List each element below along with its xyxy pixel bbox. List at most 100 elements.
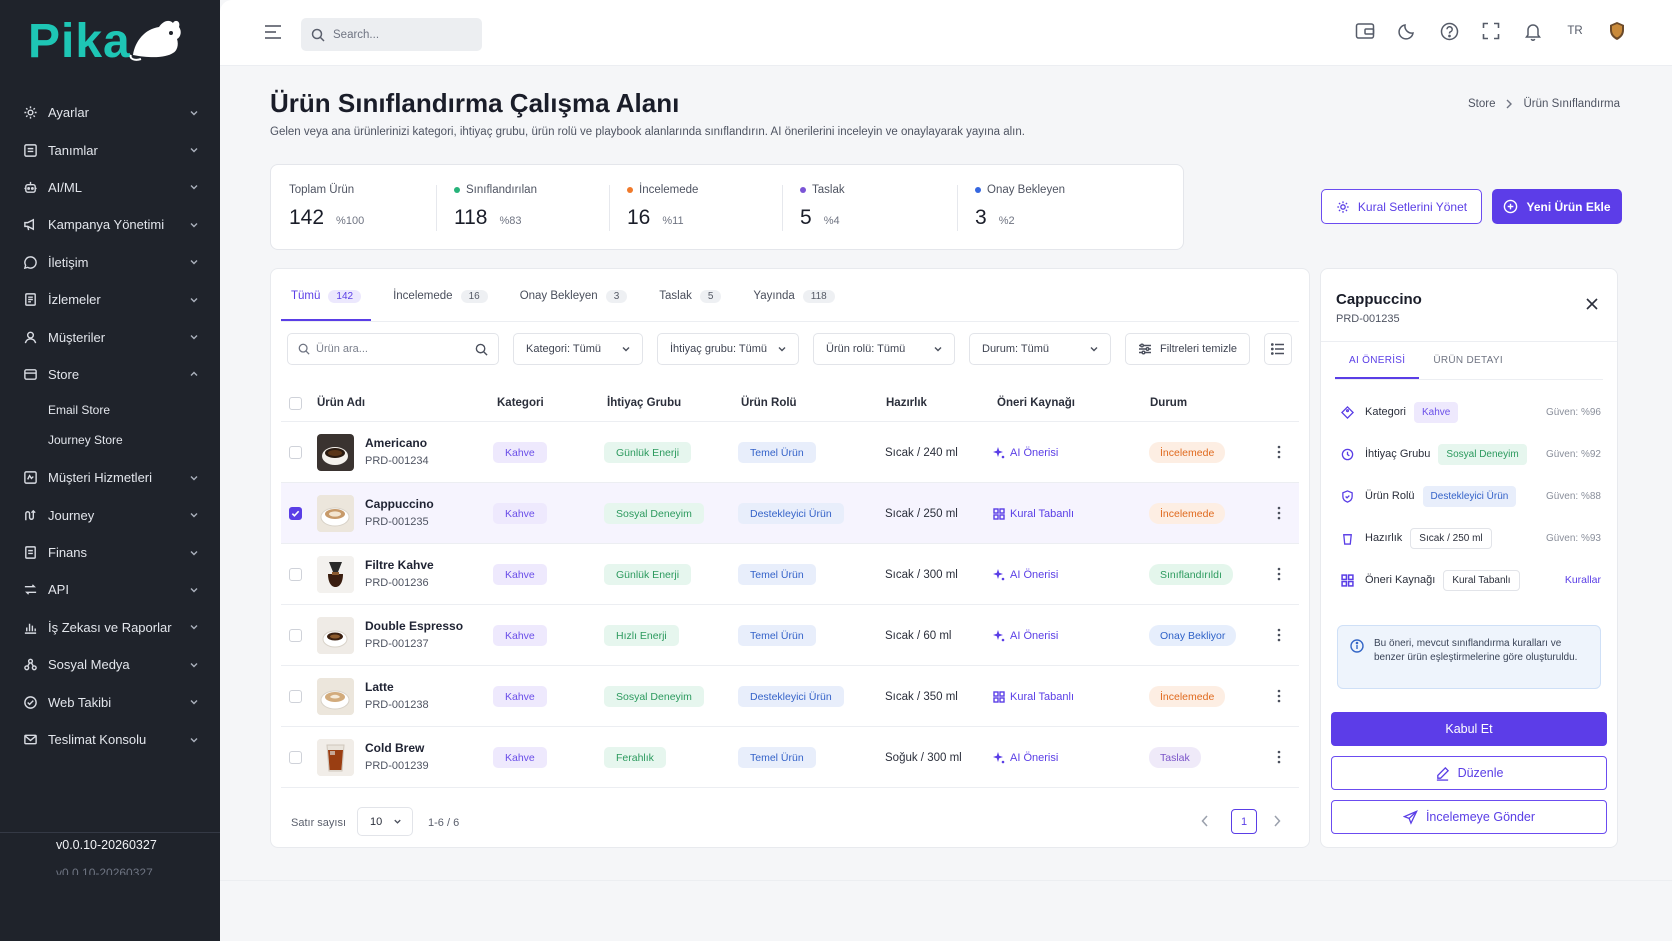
chevron-down-icon (188, 144, 200, 156)
accept-button[interactable]: Kabul Et (1331, 712, 1607, 746)
row-actions-icon[interactable] (1277, 567, 1281, 581)
help-icon[interactable] (1438, 20, 1460, 42)
column-header[interactable]: Kategori (497, 397, 544, 409)
row-actions-icon[interactable] (1277, 750, 1281, 764)
clear-filters-button[interactable]: Filtreleri temizle (1125, 333, 1251, 365)
row-checkbox[interactable] (289, 690, 302, 703)
product-name[interactable]: Latte (365, 680, 394, 694)
table-row[interactable]: Cold Brew PRD-001239 Kahve Ferahlık Teme… (281, 727, 1299, 788)
tab-all[interactable]: Tümü 142 (281, 285, 372, 321)
sidebar-item-api[interactable]: API (0, 571, 220, 608)
sidebar-item-store[interactable]: Store (0, 356, 220, 393)
gear-icon (22, 105, 38, 121)
sidebar-nav: Ayarlar Tanımlar AI/ML Kampanya Yönetimi… (0, 94, 220, 758)
column-header[interactable]: İhtiyaç Grubu (607, 397, 682, 409)
column-header[interactable]: Hazırlık (886, 397, 927, 409)
fullscreen-icon[interactable] (1480, 20, 1502, 42)
product-name[interactable]: Cappuccino (365, 497, 434, 511)
table-row[interactable]: Americano PRD-001234 Kahve Günlük Enerji… (281, 422, 1299, 483)
tab-draft[interactable]: Taslak 5 (649, 285, 731, 321)
category-filter-select[interactable]: Kategori: Tümü (513, 333, 643, 365)
product-search-input[interactable]: Ürün ara... (287, 333, 499, 365)
sidebar-item-sosyal-medya[interactable]: Sosyal Medya (0, 646, 220, 683)
row-actions-icon[interactable] (1277, 506, 1281, 520)
table-row[interactable]: Double Espresso PRD-001237 Kahve Hızlı E… (281, 605, 1299, 666)
close-icon[interactable] (1585, 297, 1599, 311)
tab-published[interactable]: Yayında 118 (743, 285, 844, 321)
sidebar-item-label: Kampanya Yönetimi (48, 217, 165, 233)
row-checkbox[interactable] (289, 568, 302, 581)
info-text: Bu öneri, mevcut sınıflandırma kuralları… (1374, 638, 1578, 663)
bell-icon[interactable] (1522, 20, 1544, 42)
confidence-label: Güven: %92 (1545, 448, 1601, 460)
tab-product-detail[interactable]: ÜRÜN DETAYI (1433, 355, 1503, 366)
table-row[interactable]: Latte PRD-001238 Kahve Sosyal Deneyim De… (281, 666, 1299, 727)
chevron-down-icon (188, 107, 200, 119)
sidebar-item-musteri-hizmetleri[interactable]: Müşteri Hizmetleri (0, 459, 220, 496)
row-actions-icon[interactable] (1277, 445, 1281, 459)
hamburger-menu-icon[interactable] (264, 24, 282, 40)
wallet-icon[interactable] (1354, 20, 1376, 42)
table-row-selected[interactable]: Cappuccino PRD-001235 Kahve Sosyal Deney… (281, 483, 1299, 544)
column-header[interactable]: Ürün Rolü (741, 397, 797, 409)
row-actions-icon[interactable] (1277, 628, 1281, 642)
tab-in-review[interactable]: İncelemede 16 (383, 285, 498, 321)
status-filter-select[interactable]: Durum: Tümü (969, 333, 1111, 365)
source-label: Kural Tabanlı (1010, 691, 1075, 703)
sidebar-item-teslimat[interactable]: Teslimat Konsolu (0, 721, 220, 758)
send-to-review-button[interactable]: İncelemeye Gönder (1331, 800, 1607, 834)
rows-per-page-select[interactable]: 10 (357, 807, 413, 836)
tab-ai-suggestion[interactable]: AI ÖNERİSİ (1335, 349, 1420, 379)
sidebar-item-web-takibi[interactable]: Web Takibi (0, 683, 220, 720)
moon-icon[interactable] (1396, 20, 1418, 42)
product-name[interactable]: Americano (365, 436, 428, 450)
suggestion-source: AI Önerisi (993, 447, 1058, 459)
edit-button[interactable]: Düzenle (1331, 756, 1607, 790)
tab-pending-approval[interactable]: Onay Bekleyen 3 (510, 285, 638, 321)
sidebar-item-kampanya[interactable]: Kampanya Yönetimi (0, 206, 220, 243)
language-switcher[interactable]: TR (1567, 25, 1583, 37)
row-checkbox[interactable] (289, 751, 302, 764)
sidebar-item-journey[interactable]: Journey (0, 497, 220, 534)
sidebar-item-label: AI/ML (48, 179, 82, 195)
sidebar-item-is-zekasi[interactable]: İş Zekası ve Raporlar (0, 609, 220, 646)
sidebar-item-label: Müşteriler (48, 329, 106, 345)
column-header[interactable]: Durum (1150, 397, 1188, 409)
sidebar-item-izlemeler[interactable]: İzlemeler (0, 281, 220, 318)
shield-icon[interactable] (1606, 20, 1628, 42)
column-settings-button[interactable] (1264, 333, 1293, 365)
sidebar-item-musteriler[interactable]: Müşteriler (0, 318, 220, 355)
column-header[interactable]: Öneri Kaynağı (997, 397, 1075, 409)
sidebar-subitem-journey-store[interactable]: Journey Store (48, 433, 123, 448)
rules-link[interactable]: Kurallar (1564, 574, 1601, 586)
sidebar-item-tanimlar[interactable]: Tanımlar (0, 131, 220, 168)
manage-rule-sets-button[interactable]: Kural Setlerini Yönet (1321, 189, 1482, 224)
breadcrumb-store[interactable]: Store (1467, 98, 1496, 110)
add-product-button[interactable]: Yeni Ürün Ekle (1492, 189, 1622, 224)
product-role-tag: Temel Ürün (738, 747, 816, 768)
sidebar-item-finans[interactable]: Finans (0, 534, 220, 571)
pika-logo[interactable]: Pika (28, 16, 183, 68)
next-page-icon[interactable] (1273, 815, 1281, 827)
page-number-button[interactable]: 1 (1231, 809, 1257, 834)
sidebar-item-ayarlar[interactable]: Ayarlar (0, 94, 220, 131)
global-search-input[interactable]: Search... (301, 18, 482, 51)
row-checkbox[interactable] (289, 629, 302, 642)
prev-page-icon[interactable] (1201, 815, 1209, 827)
row-checkbox[interactable] (289, 507, 302, 520)
sidebar-subitem-email-store[interactable]: Email Store (48, 403, 111, 418)
column-header[interactable]: Ürün Adı (317, 397, 366, 409)
table-row[interactable]: Filtre Kahve PRD-001236 Kahve Günlük Ene… (281, 544, 1299, 605)
stat-value: 5 (800, 206, 812, 229)
suggestion-row-category: Kategori Kahve Güven: %96 (1341, 401, 1601, 423)
product-name[interactable]: Cold Brew (365, 741, 425, 755)
select-all-checkbox[interactable] (289, 397, 302, 410)
product-role-filter-select[interactable]: Ürün rolü: Tümü (813, 333, 955, 365)
need-group-filter-select[interactable]: İhtiyaç grubu: Tümü (657, 333, 799, 365)
sidebar-item-iletisim[interactable]: İletişim (0, 244, 220, 281)
row-actions-icon[interactable] (1277, 689, 1281, 703)
row-checkbox[interactable] (289, 446, 302, 459)
product-name[interactable]: Filtre Kahve (365, 558, 434, 572)
sidebar-item-aiml[interactable]: AI/ML (0, 169, 220, 206)
product-name[interactable]: Double Espresso (365, 619, 464, 633)
